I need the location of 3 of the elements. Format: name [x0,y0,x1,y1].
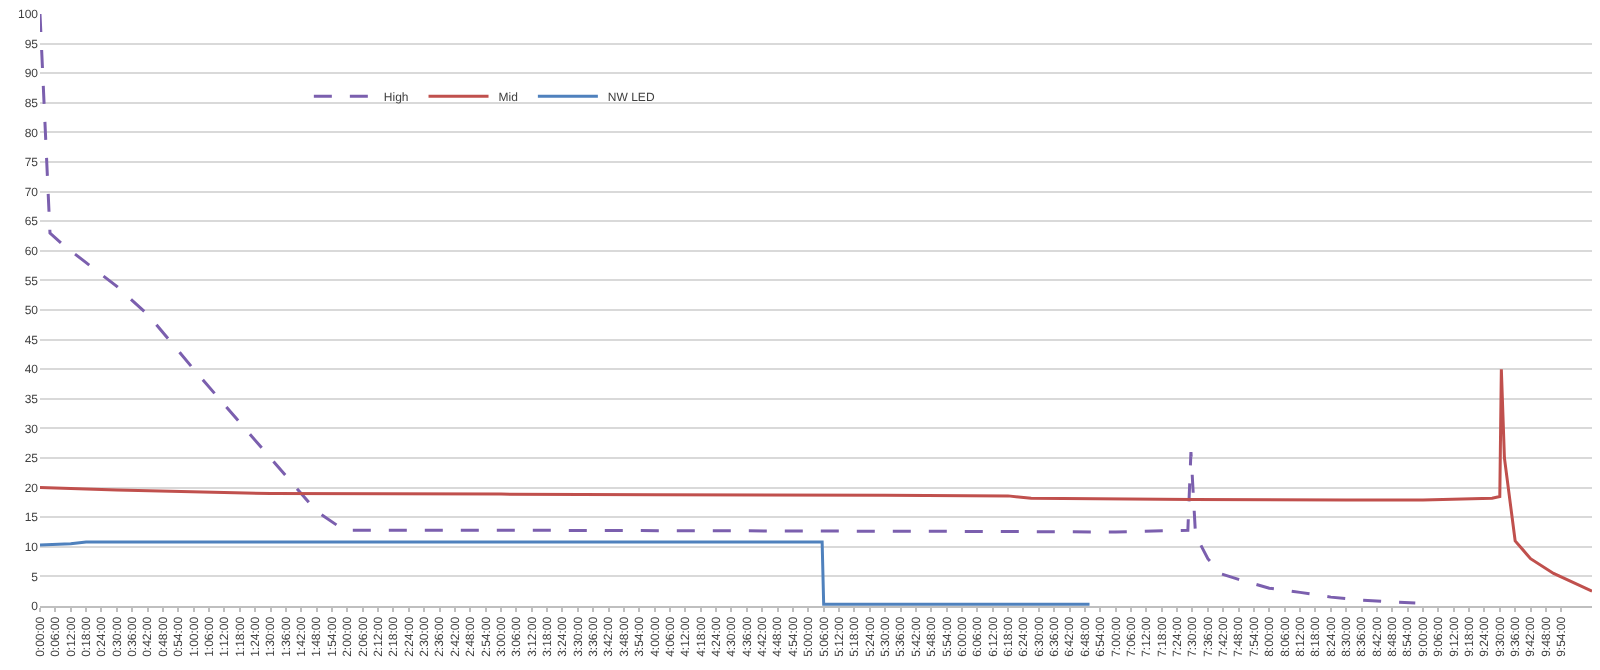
line-series [40,14,1417,605]
line-series [40,540,1092,606]
line-series [40,367,1592,593]
